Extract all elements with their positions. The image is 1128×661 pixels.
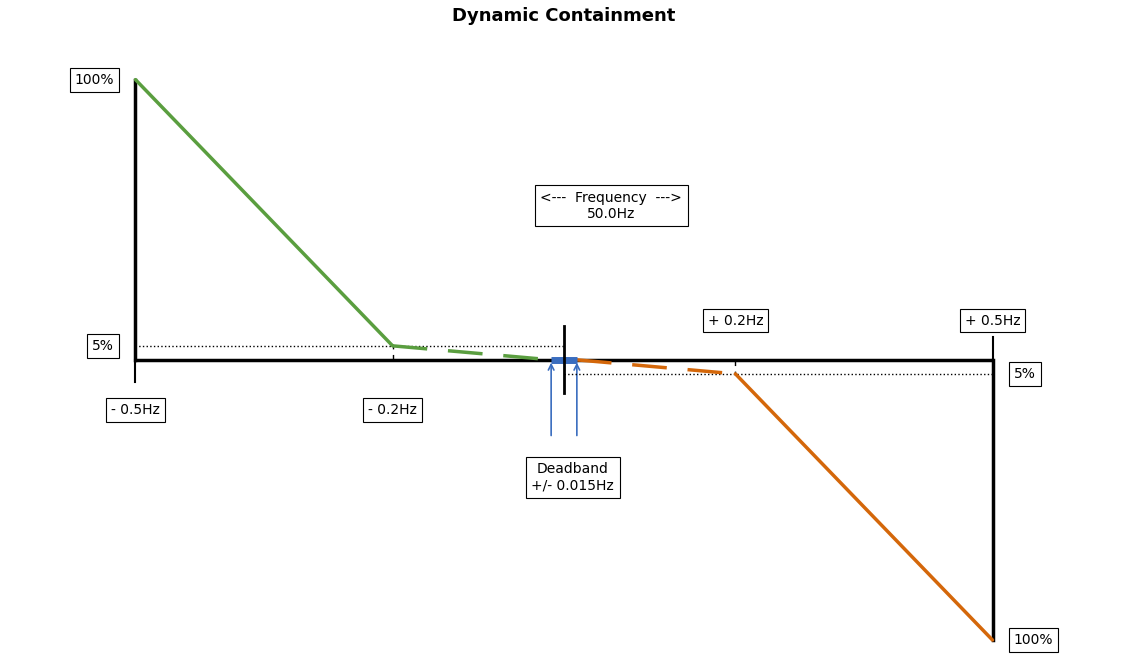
- Title: Dynamic Containment: Dynamic Containment: [452, 7, 676, 25]
- Text: - 0.5Hz: - 0.5Hz: [111, 403, 160, 417]
- Text: <---  Frequency  --->
50.0Hz: <--- Frequency ---> 50.0Hz: [540, 190, 682, 221]
- Text: Deadband
+/- 0.015Hz: Deadband +/- 0.015Hz: [531, 463, 614, 492]
- Text: 5%: 5%: [1014, 367, 1036, 381]
- Text: + 0.2Hz: + 0.2Hz: [707, 313, 764, 328]
- Text: - 0.2Hz: - 0.2Hz: [368, 403, 417, 417]
- Text: 100%: 100%: [74, 73, 114, 87]
- Text: 100%: 100%: [1014, 633, 1054, 647]
- Text: 5%: 5%: [92, 339, 114, 353]
- Text: + 0.5Hz: + 0.5Hz: [964, 313, 1021, 328]
